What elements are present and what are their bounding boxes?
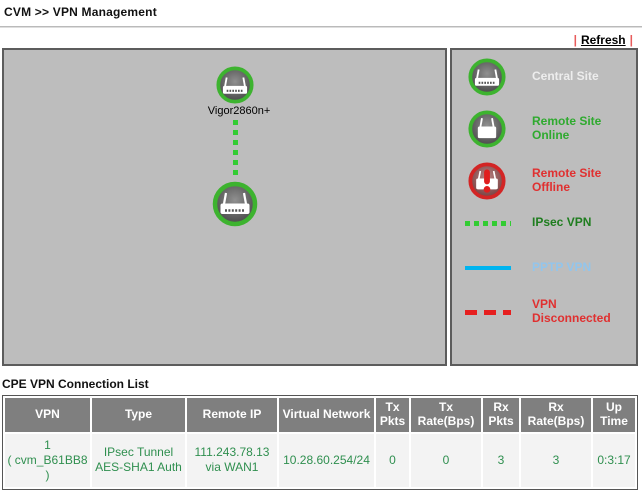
legend-label-remote-online: Remote Site Online (532, 114, 602, 142)
remote-site-offline-icon (468, 162, 506, 200)
legend-panel: Central Site Remote Site Online (450, 48, 638, 366)
central-device-label: Vigor2860n+ (207, 105, 271, 117)
panels-row: Vigor2860n+ Central Site (2, 48, 638, 366)
legend-item-ipsec-vpn: IPsec VPN (452, 208, 636, 238)
legend-label-central-site: Central Site (532, 69, 599, 84)
legend-item-central-site: Central Site (452, 56, 636, 98)
cell-remote-ip: 111.243.78.13 via WAN1 (187, 433, 277, 487)
legend-label-remote-offline: Remote Site Offline (532, 166, 602, 194)
table-title: CPE VPN Connection List (2, 377, 149, 391)
refresh-row: | Refresh | (570, 33, 637, 47)
table-header-row: VPN Type Remote IP Virtual Network Tx Pk… (5, 398, 635, 432)
central-site-router-icon[interactable] (215, 65, 255, 105)
legend-label-disconnected: VPN Disconnected (532, 297, 611, 325)
cpe-vpn-connection-section: CPE VPN Connection List VPN Type Remote … (2, 377, 639, 490)
cell-type: IPsec Tunnel AES-SHA1 Auth (92, 433, 185, 487)
col-header-rx-pkts: Rx Pkts (483, 398, 519, 432)
page-title: CVM >> VPN Management (4, 5, 157, 19)
cpe-vpn-connection-table: VPN Type Remote IP Virtual Network Tx Pk… (2, 395, 638, 490)
col-header-tx-pkts: Tx Pkts (376, 398, 409, 432)
col-header-vpn: VPN (5, 398, 90, 432)
vpn-management-page: CVM >> VPN Management | Refresh | Vigor286… (0, 5, 642, 490)
pptp-line-icon (465, 266, 511, 270)
ipsec-vpn-link-line (233, 120, 238, 180)
cell-virtual-network: 10.28.60.254/24 (279, 433, 374, 487)
cell-rx-rate: 3 (521, 433, 591, 487)
legend-label-ipsec: IPsec VPN (532, 215, 592, 230)
refresh-pipe-left: | (573, 33, 577, 47)
legend-item-remote-offline: Remote Site Offline (452, 160, 636, 202)
col-header-rx-rate: Rx Rate(Bps) (521, 398, 591, 432)
cell-tx-rate: 0 (411, 433, 481, 487)
legend-item-vpn-disconnected: VPN Disconnected (452, 293, 636, 331)
remote-site-online-icon (468, 110, 506, 148)
legend-item-pptp-vpn: PPTP VPN (452, 253, 636, 283)
table-row: 1 ( cvm_B61BB8 ) IPsec Tunnel AES-SHA1 A… (5, 433, 635, 487)
refresh-pipe-right: | (629, 33, 633, 47)
central-site-icon (468, 58, 506, 96)
header-divider (0, 26, 642, 28)
col-header-up-time: Up Time (593, 398, 635, 432)
refresh-link[interactable]: Refresh (580, 33, 626, 47)
col-header-type: Type (92, 398, 185, 432)
legend-item-remote-online: Remote Site Online (452, 108, 636, 150)
legend-label-pptp: PPTP VPN (532, 260, 592, 275)
col-header-remote-ip: Remote IP (187, 398, 277, 432)
col-header-tx-rate: Tx Rate(Bps) (411, 398, 481, 432)
topology-map-panel: Vigor2860n+ (2, 48, 447, 366)
col-header-virtual-network: Virtual Network (279, 398, 374, 432)
remote-site-router-icon[interactable] (211, 180, 259, 228)
ipsec-line-icon (465, 220, 511, 226)
cell-rx-pkts: 3 (483, 433, 519, 487)
cell-tx-pkts: 0 (376, 433, 409, 487)
disconnected-line-icon (465, 309, 511, 315)
cell-up-time: 0:3:17 (593, 433, 635, 487)
cell-vpn: 1 ( cvm_B61BB8 ) (5, 433, 90, 487)
